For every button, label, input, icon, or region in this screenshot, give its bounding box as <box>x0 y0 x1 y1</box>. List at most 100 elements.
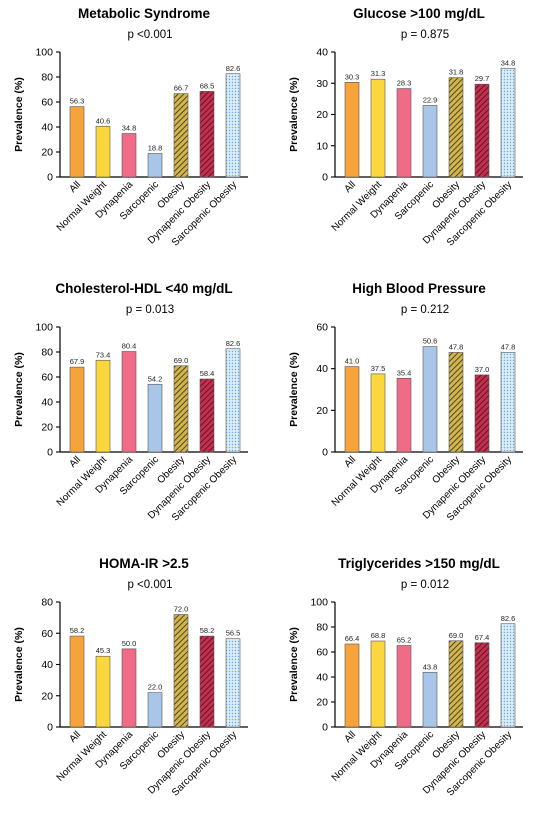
chart-svg: HOMA-IR >2.5 p <0.001 Prevalence (%) 0 20 40 6… <box>13 556 248 798</box>
y-tick-label: 0 <box>322 447 328 459</box>
data-label-sarcopenic: 50.6 <box>423 337 438 346</box>
data-label-obesity: 47.8 <box>449 342 464 351</box>
bar-sarcopenic-obesity <box>225 348 241 453</box>
bar-obesity <box>448 77 464 178</box>
bar-dynapenic-obesity <box>199 91 215 178</box>
chart-svg: High Blood Pressure p = 0.212 Prevalence (… <box>288 281 523 523</box>
y-tick-label: 30 <box>316 78 328 90</box>
x-tick-label-all: All <box>67 179 83 195</box>
bar-sarcopenic-obesity <box>225 73 241 178</box>
bar-normal-weight <box>95 359 111 453</box>
chart-title: High Blood Pressure <box>352 281 486 296</box>
data-label-obesity: 69.0 <box>174 356 189 365</box>
chart-svg: Metabolic Syndrome p <0.001 Prevalence (%)… <box>13 6 248 248</box>
chart-title: Triglycerides >150 mg/dL <box>338 556 500 571</box>
data-label-dynapenic-obesity: 29.7 <box>475 74 490 83</box>
x-tick-label-all: All <box>342 179 358 195</box>
bar-normal-weight <box>95 125 111 178</box>
y-tick-label: 0 <box>47 447 53 459</box>
data-label-obesity: 31.8 <box>449 68 464 77</box>
data-label-dynapenic-obesity: 68.5 <box>200 81 215 90</box>
y-tick-label: 20 <box>41 690 53 702</box>
bar-sarcopenic-obesity <box>500 352 516 453</box>
p-value-label: p = 0.875 <box>401 29 449 41</box>
data-label-normal-weight: 68.8 <box>371 631 386 640</box>
bar-sarcopenic <box>147 692 163 728</box>
data-label-sarcopenic: 22.0 <box>148 683 163 692</box>
chart-svg: Triglycerides >150 mg/dL p = 0.012 Prevale… <box>288 556 523 798</box>
chart-panel-cholesterol-hdl-40-mg-dl: Cholesterol-HDL <40 mg/dL p = 0.013 Preval… <box>0 275 275 550</box>
y-tick-label: 80 <box>41 72 53 84</box>
y-axis-label: Prevalence (%) <box>288 627 300 702</box>
data-label-sarcopenic: 18.8 <box>148 144 163 153</box>
bar-sarcopenic <box>147 383 163 453</box>
data-label-all: 67.9 <box>70 357 85 366</box>
y-tick-label: 0 <box>47 172 53 184</box>
bar-all <box>344 366 360 453</box>
data-label-dynapenia: 34.8 <box>122 124 137 133</box>
data-label-normal-weight: 31.3 <box>371 69 386 78</box>
p-value-label: p = 0.212 <box>401 304 449 316</box>
bar-normal-weight <box>370 373 386 453</box>
y-axis-label: Prevalence (%) <box>13 627 25 702</box>
bar-sarcopenic <box>422 346 438 453</box>
p-value-label: p <0.001 <box>127 29 172 41</box>
bar-dynapenia <box>396 645 412 728</box>
bar-dynapenic-obesity <box>474 642 490 728</box>
bar-dynapenia <box>396 377 412 453</box>
y-axis-label: Prevalence (%) <box>288 77 300 152</box>
bar-sarcopenic <box>147 153 163 178</box>
data-label-dynapenia: 50.0 <box>122 639 137 648</box>
data-label-all: 41.0 <box>345 357 360 366</box>
bar-dynapenia <box>396 88 412 178</box>
data-label-all: 66.4 <box>345 634 360 643</box>
y-tick-label: 80 <box>316 622 328 634</box>
x-tick-label-all: All <box>67 454 83 470</box>
chart-title: HOMA-IR >2.5 <box>99 556 189 571</box>
bar-all <box>69 106 85 178</box>
bar-sarcopenic <box>422 671 438 728</box>
bar-obesity <box>173 614 189 728</box>
y-tick-label: 10 <box>316 140 328 152</box>
chart-title: Metabolic Syndrome <box>78 6 211 21</box>
y-tick-label: 60 <box>41 628 53 640</box>
bar-sarcopenic-obesity <box>500 67 516 178</box>
data-label-sarcopenic-obesity: 47.8 <box>501 342 516 351</box>
data-label-dynapenic-obesity: 67.4 <box>475 633 490 642</box>
data-label-dynapenia: 35.4 <box>397 368 412 377</box>
bar-obesity <box>173 365 189 453</box>
bar-all <box>69 366 85 453</box>
chart-panel-glucose-100-mg-dl: Glucose >100 mg/dL p = 0.875 Prevalence (%… <box>275 0 550 275</box>
data-label-sarcopenic-obesity: 34.8 <box>501 58 516 67</box>
data-label-normal-weight: 37.5 <box>371 364 386 373</box>
data-label-normal-weight: 73.4 <box>96 350 111 359</box>
x-tick-label-all: All <box>67 729 83 745</box>
y-tick-label: 0 <box>322 722 328 734</box>
bar-dynapenia <box>121 351 137 453</box>
bar-obesity <box>448 640 464 728</box>
data-label-dynapenic-obesity: 58.2 <box>200 626 215 635</box>
y-tick-label: 40 <box>41 659 53 671</box>
bar-dynapenic-obesity <box>199 378 215 453</box>
bar-normal-weight <box>370 78 386 178</box>
y-tick-label: 80 <box>41 597 53 609</box>
y-tick-label: 60 <box>41 372 53 384</box>
data-label-all: 58.2 <box>70 626 85 635</box>
y-tick-label: 40 <box>41 122 53 134</box>
x-tick-label-all: All <box>342 454 358 470</box>
bar-dynapenic-obesity <box>474 83 490 178</box>
data-label-all: 30.3 <box>345 72 360 81</box>
bar-sarcopenic-obesity <box>225 638 241 728</box>
data-label-obesity: 72.0 <box>174 605 189 614</box>
data-label-dynapenic-obesity: 58.4 <box>200 369 215 378</box>
y-tick-label: 60 <box>41 97 53 109</box>
y-axis-label: Prevalence (%) <box>288 352 300 427</box>
bar-obesity <box>448 352 464 453</box>
data-label-dynapenic-obesity: 37.0 <box>475 365 490 374</box>
y-tick-label: 100 <box>310 597 328 609</box>
y-tick-label: 60 <box>316 647 328 659</box>
data-label-all: 56.3 <box>70 97 85 106</box>
bar-dynapenic-obesity <box>474 374 490 453</box>
y-tick-label: 60 <box>316 322 328 334</box>
